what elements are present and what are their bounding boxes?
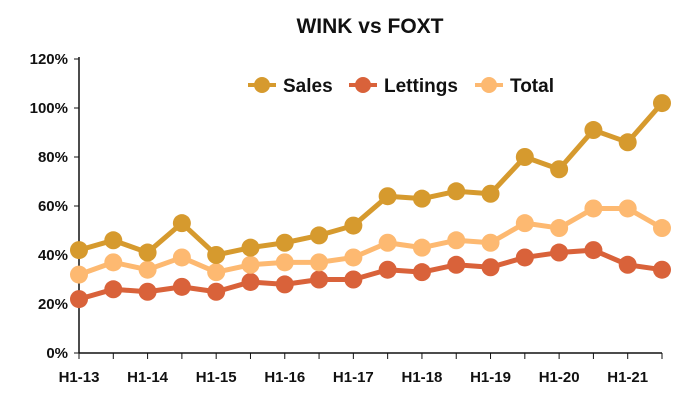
x-tick-label: H1-13 (59, 369, 100, 386)
data-point-total (447, 231, 466, 250)
data-point-lettings (207, 282, 226, 301)
y-axis-ticks: 0% 20% 40% 60% 80% 100% 120% (30, 51, 79, 362)
data-point-total (275, 253, 294, 272)
x-tick-label: H1-15 (196, 369, 237, 386)
data-point-sales (412, 189, 431, 208)
legend-item-sales: Sales (248, 76, 333, 97)
data-point-sales (70, 241, 88, 260)
series-group (70, 94, 671, 309)
data-point-lettings (344, 270, 363, 289)
y-tick-label: 40% (38, 247, 68, 264)
chart-title: WINK vs FOXT (296, 15, 443, 38)
x-tick-label: H1-16 (264, 369, 305, 386)
data-point-total (412, 238, 431, 257)
legend-swatch-marker (481, 77, 497, 93)
data-point-sales (241, 238, 260, 257)
data-point-lettings (138, 282, 157, 301)
data-point-total (70, 265, 88, 284)
data-point-total (653, 219, 671, 238)
data-point-sales (104, 231, 123, 250)
series-line-lettings (76, 247, 665, 302)
data-point-total (584, 199, 603, 218)
data-point-sales (653, 94, 671, 113)
data-point-total (550, 219, 569, 238)
data-point-total (104, 253, 123, 272)
data-point-sales (275, 233, 294, 252)
data-point-lettings (653, 260, 671, 279)
x-axis-ticks: H1-13 H1-14 H1-15 H1-16 H1-17 H1-18 H1-19 H1-20… (59, 353, 663, 386)
legend-label: Sales (283, 76, 333, 97)
data-point-sales (618, 133, 637, 152)
data-point-lettings (104, 280, 123, 299)
x-tick-label: H1-20 (539, 369, 580, 386)
data-point-sales (207, 246, 226, 264)
data-point-lettings (310, 270, 329, 289)
x-tick-label: H1-14 (127, 369, 169, 386)
data-point-total (481, 233, 500, 252)
data-point-sales (481, 184, 500, 203)
data-point-lettings (412, 263, 431, 282)
y-tick-label: 80% (38, 149, 68, 166)
series-line-sales (76, 100, 665, 258)
x-tick-label: H1-19 (470, 369, 511, 386)
y-tick-label: 60% (38, 198, 68, 215)
data-point-lettings (550, 243, 569, 262)
series-total (70, 199, 671, 284)
series-lettings (70, 241, 671, 309)
data-point-total (207, 263, 226, 282)
data-point-sales (550, 160, 569, 179)
data-point-lettings (70, 290, 88, 309)
axes (78, 57, 662, 354)
data-point-lettings (241, 272, 260, 291)
legend-item-lettings: Lettings (349, 76, 458, 97)
data-point-sales (310, 226, 329, 245)
data-point-sales (584, 121, 603, 140)
data-point-lettings (584, 241, 603, 260)
data-point-lettings (172, 277, 191, 296)
data-point-sales (172, 214, 191, 233)
legend-item-total: Total (475, 76, 554, 97)
data-point-total (515, 214, 534, 233)
series-sales (70, 94, 671, 264)
data-point-lettings (481, 258, 500, 277)
y-tick-label: 120% (30, 51, 68, 68)
x-tick-label: H1-17 (333, 369, 374, 386)
data-point-lettings (515, 248, 534, 267)
data-point-lettings (378, 260, 397, 279)
data-point-total (241, 255, 260, 274)
data-point-sales (378, 187, 397, 206)
data-point-lettings (275, 275, 294, 294)
legend: Sales Lettings Total (248, 76, 554, 97)
y-tick-label: 100% (30, 100, 68, 117)
data-point-lettings (447, 255, 466, 274)
data-point-sales (515, 148, 534, 166)
data-point-lettings (618, 255, 637, 274)
data-point-sales (344, 216, 363, 235)
data-point-total (618, 199, 637, 218)
y-tick-label: 20% (38, 296, 68, 313)
data-point-total (138, 260, 157, 279)
legend-swatch-marker (355, 77, 371, 93)
series-line-total (76, 205, 665, 278)
data-point-total (310, 253, 329, 272)
data-point-total (344, 248, 363, 267)
data-point-total (378, 233, 397, 252)
data-point-total (172, 248, 191, 267)
legend-label: Lettings (384, 76, 458, 97)
y-tick-label: 0% (46, 345, 68, 362)
x-tick-label: H1-18 (402, 369, 443, 386)
data-point-sales (138, 243, 157, 262)
x-tick-label: H1-21 (607, 369, 648, 386)
legend-swatch-marker (254, 77, 270, 93)
data-point-sales (447, 182, 466, 201)
legend-label: Total (510, 76, 554, 97)
